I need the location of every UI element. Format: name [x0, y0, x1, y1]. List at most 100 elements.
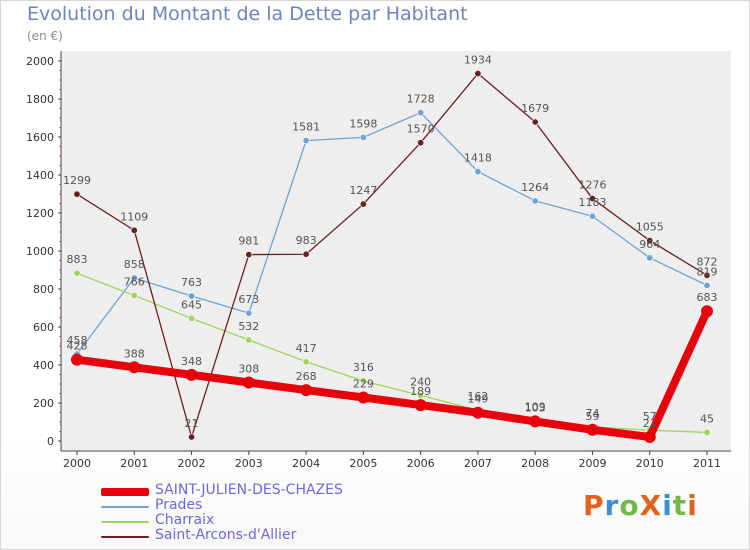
data-label: 109: [525, 400, 546, 413]
data-label: 149: [467, 393, 488, 406]
data-point: [588, 195, 596, 203]
y-tick-label: 1400: [26, 169, 54, 182]
data-label: 1109: [120, 210, 148, 223]
data-label: 858: [124, 258, 145, 271]
logo-letter: i: [662, 489, 673, 522]
logo-letter: X: [639, 489, 663, 522]
x-tick-label: 2003: [235, 457, 263, 470]
data-point: [73, 190, 81, 198]
legend-label: Charraix: [155, 512, 215, 528]
x-tick-label: 2010: [636, 457, 664, 470]
x-tick-label: 2000: [63, 457, 91, 470]
data-point: [703, 428, 711, 436]
data-label: 883: [67, 253, 88, 266]
y-tick-label: 600: [33, 321, 54, 334]
y-tick-label: 400: [33, 359, 54, 372]
data-point: [73, 269, 81, 277]
data-point: [302, 137, 310, 145]
data-label: 59: [585, 410, 599, 423]
x-tick-label: 2001: [120, 457, 148, 470]
data-label: 1418: [464, 152, 492, 165]
data-point: [529, 415, 542, 428]
data-label: 1598: [349, 117, 377, 130]
logo-letter: o: [619, 489, 640, 522]
data-point: [417, 109, 425, 117]
data-label: 872: [697, 255, 718, 268]
data-point: [703, 281, 711, 289]
data-label: 673: [238, 293, 259, 306]
data-point: [586, 423, 599, 436]
data-label: 532: [238, 320, 259, 333]
logo-letter: r: [604, 489, 620, 522]
data-point: [130, 274, 138, 282]
x-tick-label: 2004: [292, 457, 320, 470]
data-point: [185, 368, 198, 381]
logo-letter: P: [583, 489, 605, 522]
data-point: [471, 406, 484, 419]
data-label: 819: [697, 265, 718, 278]
data-label: 348: [181, 355, 202, 368]
data-label: 268: [296, 370, 317, 383]
legend-label: Prades: [155, 497, 203, 513]
data-label: 1055: [636, 221, 664, 234]
data-point: [302, 250, 310, 258]
data-point: [245, 336, 253, 344]
data-label: 1247: [349, 184, 377, 197]
data-point: [245, 251, 253, 259]
data-label: 1570: [407, 123, 435, 136]
data-label: 417: [296, 342, 317, 355]
data-label: 316: [353, 361, 374, 374]
data-label: 308: [238, 362, 259, 375]
chart-subtitle: (en €): [27, 29, 63, 43]
data-label: 763: [181, 276, 202, 289]
data-label: 683: [697, 291, 718, 304]
data-point: [531, 197, 539, 205]
data-label: 428: [67, 340, 88, 353]
data-label: 983: [296, 234, 317, 247]
series-line: [73, 307, 711, 442]
data-label: 240: [410, 375, 431, 388]
y-tick-label: 800: [33, 283, 54, 296]
data-point: [414, 399, 427, 412]
x-tick-label: 2009: [578, 457, 606, 470]
data-point: [417, 391, 425, 399]
data-label: 766: [124, 275, 145, 288]
x-tick-label: 2008: [521, 457, 549, 470]
data-label: 103: [525, 401, 546, 414]
x-tick-label: 2006: [407, 457, 435, 470]
y-tick-label: 200: [33, 397, 54, 410]
data-label: 964: [639, 238, 660, 251]
data-point: [417, 139, 425, 147]
data-label: 458: [67, 334, 88, 347]
chart-title: Evolution du Montant de la Dette par Hab…: [27, 3, 468, 25]
data-point: [646, 254, 654, 262]
y-tick-label: 0: [47, 435, 54, 448]
y-tick-label: 1600: [26, 131, 54, 144]
legend-swatch: [101, 488, 149, 496]
data-label: 1581: [292, 121, 320, 134]
logo-letter: i: [687, 489, 698, 522]
data-point: [71, 353, 83, 366]
y-tick-label: 1200: [26, 207, 54, 220]
legend-label: SAINT-JULIEN-DES-CHAZES: [155, 482, 343, 498]
legend-label: Saint-Arcons-d'Allier: [155, 527, 297, 543]
data-point: [474, 168, 482, 176]
plot-area: [61, 51, 731, 451]
series-line: [76, 112, 708, 355]
x-tick-label: 2011: [693, 457, 721, 470]
data-label: 21: [185, 417, 199, 430]
data-label: 645: [181, 298, 202, 311]
data-point: [242, 376, 255, 389]
data-label: 57: [643, 410, 657, 423]
data-point: [128, 361, 141, 374]
legend-swatch: [101, 506, 149, 508]
data-label: 1183: [578, 196, 606, 209]
data-label: 1299: [63, 174, 91, 187]
data-point: [359, 377, 367, 385]
data-point: [359, 200, 367, 208]
data-point: [701, 305, 713, 318]
data-label: 1264: [521, 181, 549, 194]
data-point: [588, 212, 596, 220]
data-label: 21: [643, 417, 657, 430]
